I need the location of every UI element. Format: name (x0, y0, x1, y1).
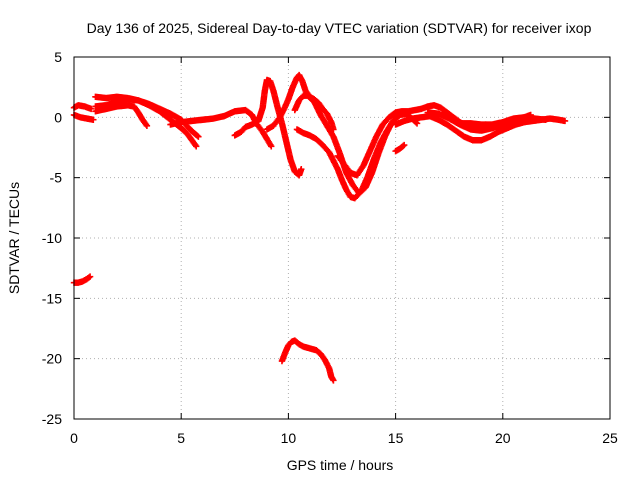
data-point (90, 116, 97, 123)
data-point (86, 273, 94, 280)
data-point (399, 142, 407, 150)
series-arc-10 (293, 110, 410, 202)
y-tick-label: -5 (50, 170, 63, 186)
series-arc-5 (92, 102, 151, 129)
x-tick-label: 5 (177, 430, 185, 446)
chart-title: Day 136 of 2025, Sidereal Day-to-day VTE… (87, 20, 592, 36)
data-point (330, 377, 337, 384)
y-tick-label: -10 (42, 230, 62, 246)
y-tick-label: -20 (42, 351, 62, 367)
y-tick-labels: -25 -20 -15 -10 -5 0 5 (42, 49, 62, 427)
data-point (194, 132, 201, 139)
series-arc-6 (167, 106, 275, 150)
series-arc-15 (392, 141, 408, 155)
series-arc-14 (456, 114, 549, 128)
data-point (143, 122, 151, 129)
x-tick-label: 15 (388, 430, 404, 446)
y-tick-label: 5 (54, 49, 62, 65)
data-point (87, 105, 95, 113)
x-tick-label: 0 (70, 430, 78, 446)
data-point (195, 133, 202, 140)
series-arc-17 (278, 337, 337, 384)
data-point (142, 121, 150, 128)
y-tick-label: -15 (42, 290, 62, 306)
data-points (70, 71, 569, 384)
data-point (85, 274, 93, 281)
data-point (400, 141, 408, 149)
data-point (268, 143, 275, 150)
series-arc-16 (70, 273, 94, 286)
x-axis-label: GPS time / hours (287, 457, 394, 473)
plot-frame (73, 56, 611, 420)
data-point (192, 141, 199, 149)
y-tick-label: 0 (54, 109, 62, 125)
data-point (193, 143, 200, 150)
series-arc-2 (70, 111, 97, 123)
y-axis-label: SDTVAR / TECUs (6, 182, 22, 294)
data-point (542, 116, 549, 123)
x-tick-label: 25 (602, 430, 618, 446)
series-arc-4 (92, 96, 200, 150)
series-arc-12 (392, 112, 569, 144)
data-point (298, 166, 305, 173)
series-arc-9 (291, 92, 421, 197)
series-arc-1 (70, 102, 95, 113)
data-point (413, 120, 421, 127)
data-point (561, 117, 569, 125)
y-tick-label: -25 (42, 411, 62, 427)
x-tick-labels: 0 5 10 15 20 25 (70, 430, 618, 446)
x-tick-label: 20 (495, 430, 511, 446)
x-tick-label: 10 (281, 430, 297, 446)
